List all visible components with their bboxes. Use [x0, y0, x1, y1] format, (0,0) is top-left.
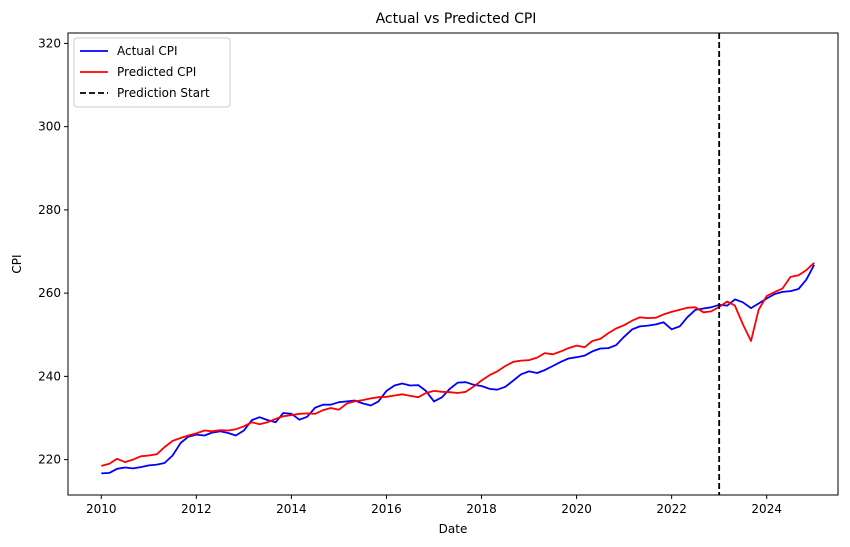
y-tick-label: 320: [38, 36, 61, 50]
y-ticks: 220 240 260 280 300 320: [38, 36, 68, 467]
y-tick-label: 260: [38, 286, 61, 300]
series-line-actual-cpi: [101, 264, 815, 475]
y-tick-label: 240: [38, 369, 61, 383]
x-tick-label: 2012: [181, 502, 212, 516]
x-axis-title: Date: [439, 522, 468, 536]
legend-label-prediction-start: Prediction Start: [117, 86, 210, 100]
x-tick-label: 2020: [561, 502, 592, 516]
y-tick-label: 300: [38, 120, 61, 134]
x-tick-label: 2014: [276, 502, 307, 516]
legend: Actual CPI Predicted CPI Prediction Star…: [73, 37, 231, 108]
x-tick-label: 2022: [656, 502, 687, 516]
legend-label-predicted: Predicted CPI: [117, 65, 196, 79]
legend-box: [73, 37, 231, 108]
chart-title: Actual vs Predicted CPI: [376, 11, 537, 27]
series-line-predicted-cpi: [101, 262, 815, 467]
y-tick-label: 220: [38, 453, 61, 467]
x-ticks: 2010 2012 2014 2016 2018 2020 2022 2024: [86, 495, 782, 516]
x-tick-label: 2016: [371, 502, 402, 516]
plot-area: [101, 33, 815, 495]
y-tick-label: 280: [38, 203, 61, 217]
legend-label-actual: Actual CPI: [117, 44, 178, 58]
y-axis-title: CPI: [10, 254, 24, 273]
x-tick-label: 2010: [86, 502, 117, 516]
x-tick-label: 2024: [751, 502, 782, 516]
axes-frame: [67, 32, 839, 496]
x-tick-label: 2018: [466, 502, 497, 516]
